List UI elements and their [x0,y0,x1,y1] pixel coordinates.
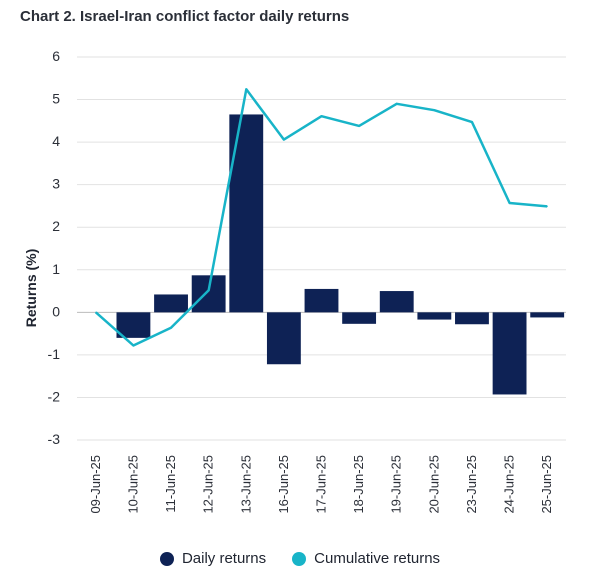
daily-returns-bars [78,114,565,395]
y-axis-label: Returns (%) [23,249,39,328]
y-tick-label: 5 [52,91,60,107]
legend: Daily returns Cumulative returns [0,550,600,567]
cumulative-return-point [95,311,97,313]
x-axis-ticks: 09-Jun-25 10-Jun-25 11-Jun-25 12-Jun-25 13-J… [88,455,554,514]
daily-return-bar [530,312,565,318]
cumulative-return-point [208,289,210,291]
cumulative-return-point [358,125,360,127]
x-tick-label: 24-Jun-25 [502,455,517,514]
daily-return-bar [191,275,226,313]
legend-label-daily-returns: Daily returns [181,550,267,567]
x-tick-label: 17-Jun-25 [314,455,329,514]
cumulative-returns-line-group [94,88,548,347]
y-tick-label: 4 [52,133,60,149]
y-tick-label: 0 [52,303,60,319]
legend-label-cumulative-returns: Cumulative returns [314,550,441,567]
cumulative-return-point [471,121,473,123]
chart-title: Chart 2. Israel-Iran conflict factor dai… [20,8,350,25]
cumulative-return-point [396,103,398,105]
x-tick-label: 20-Jun-25 [426,455,441,514]
y-tick-label: -2 [48,388,61,404]
daily-returns-swatch [159,551,174,566]
cumulative-return-point [320,115,323,117]
cumulative-returns-swatch [292,551,307,566]
y-tick-label: -1 [48,346,61,362]
cumulative-return-point [283,138,285,141]
cumulative-return-point [433,109,435,111]
legend-item-cumulative-returns: Cumulative returns [292,550,440,567]
y-tick-label: 6 [52,48,60,64]
y-tick-label: 3 [52,176,60,192]
daily-return-bar [304,288,339,313]
x-tick-label: 09-Jun-25 [88,455,103,514]
y-tick-label: 1 [52,261,60,277]
x-tick-label: 12-Jun-25 [201,455,216,514]
daily-return-bar [492,312,527,395]
x-tick-label: 13-Jun-25 [238,455,253,514]
daily-return-bar [417,312,452,320]
daily-return-bar [342,312,377,324]
legend-item-daily-returns: Daily returns [159,550,267,567]
x-tick-label: 23-Jun-25 [464,455,479,514]
x-tick-label: 18-Jun-25 [351,455,366,514]
daily-return-bar [154,294,188,313]
cumulative-return-point [508,202,511,204]
daily-return-bar [229,114,264,313]
daily-return-bar [379,291,414,313]
cumulative-return-point [546,205,548,207]
cumulative-return-point [245,88,247,90]
x-tick-label: 10-Jun-25 [125,455,140,514]
daily-return-bar [455,312,489,325]
cumulative-return-point [170,327,172,329]
x-tick-label: 19-Jun-25 [389,455,404,514]
y-axis-ticks: 6 5 4 3 2 1 0 -1 -2 -3 [48,48,61,447]
x-tick-label: 11-Jun-25 [163,455,178,513]
x-tick-label: 25-Jun-25 [539,455,554,514]
daily-return-bar [116,312,151,338]
cumulative-return-point [132,344,135,347]
y-tick-label: 2 [52,218,60,234]
y-tick-label: -3 [48,431,61,447]
daily-return-bar [266,312,301,365]
x-tick-label: 16-Jun-25 [276,455,291,514]
chart-plot-area: 6 5 4 3 2 1 0 -1 -2 -3 09-Jun-25 10-Jun-25 11-Jun-2… [23,48,566,514]
